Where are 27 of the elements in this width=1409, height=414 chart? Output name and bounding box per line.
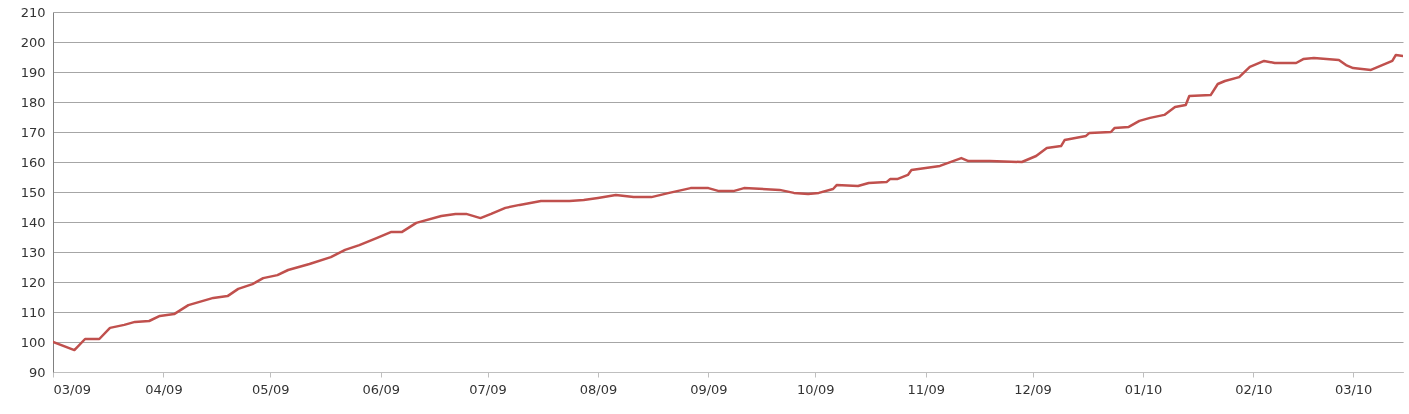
x-tick-label: 08/09 — [579, 381, 618, 397]
x-tick-label: 01/10 — [1124, 381, 1163, 397]
x-tick-label: 03/10 — [1334, 381, 1373, 397]
x-tick-label: 11/09 — [907, 381, 945, 397]
y-tick-label: 190 — [20, 64, 46, 80]
x-tick-label: 12/09 — [1014, 381, 1052, 397]
y-tick-label: 150 — [20, 184, 46, 200]
y-tick-label: 140 — [20, 214, 46, 230]
x-tick-label: 02/10 — [1235, 381, 1273, 397]
y-tick-label: 160 — [20, 154, 46, 170]
y-tick-label: 200 — [20, 34, 46, 50]
y-tick-label: 130 — [20, 244, 46, 260]
y-tick-label: 120 — [20, 274, 46, 290]
y-tick-label: 210 — [20, 4, 46, 20]
x-tick-label: 05/09 — [252, 381, 290, 397]
y-tick-label: 90 — [28, 364, 46, 380]
y-tick-label: 170 — [20, 124, 46, 140]
x-tick-label: 04/09 — [145, 381, 183, 397]
y-tick-label: 180 — [20, 94, 46, 110]
y-tick-label: 100 — [20, 334, 46, 350]
x-tick-label: 06/09 — [362, 381, 400, 397]
line-series — [53, 53, 1403, 352]
x-tick-label: 10/09 — [797, 381, 835, 397]
x-tick-label: 09/09 — [690, 381, 728, 397]
y-tick-label: 110 — [20, 304, 46, 320]
x-tick-label: 07/09 — [469, 381, 507, 397]
x-tick-label: 03/09 — [53, 381, 91, 397]
